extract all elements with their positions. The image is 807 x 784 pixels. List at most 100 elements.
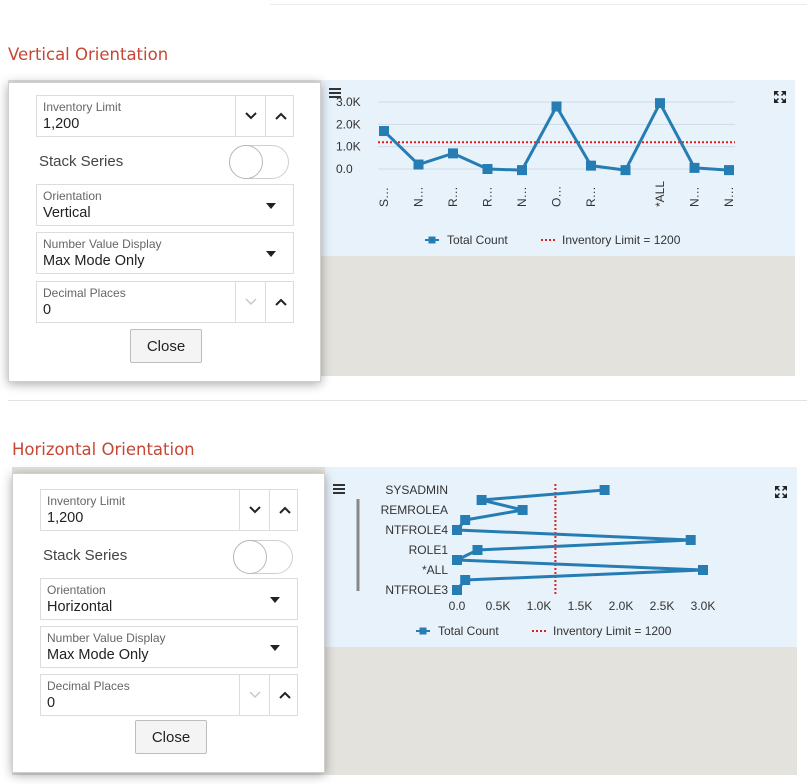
expand-icon[interactable]	[774, 91, 786, 103]
decimal-places-value[interactable]: 0	[43, 302, 52, 318]
data-point	[551, 101, 562, 112]
x-tick-label: 2.0K	[609, 599, 634, 613]
y-tick-label: 2.0K	[336, 117, 361, 131]
settings-popup-horizontal: Inventory Limit 1,200 Stack Series Orien…	[12, 473, 325, 773]
series-line	[382, 101, 730, 172]
data-point	[517, 505, 528, 515]
orientation-select[interactable]: Orientation Horizontal	[40, 578, 298, 620]
inventory-limit-field[interactable]: Inventory Limit 1,200	[40, 489, 298, 531]
y-tick-label: SYSADMIN	[385, 483, 448, 497]
chevron-up-icon	[274, 298, 287, 306]
increment-button[interactable]	[270, 490, 299, 530]
data-point	[482, 164, 493, 174]
number-value-display-value: Max Mode Only	[47, 647, 149, 663]
data-point	[452, 525, 462, 535]
data-point	[698, 565, 708, 575]
number-value-display-value: Max Mode Only	[43, 253, 145, 269]
data-point	[685, 535, 696, 545]
decimal-places-label: Decimal Places	[47, 679, 130, 693]
x-tick-label: R…	[446, 186, 460, 207]
section-title-vertical: Vertical Orientation	[8, 45, 169, 64]
orientation-value: Horizontal	[47, 599, 113, 615]
stack-series-label: Stack Series	[39, 153, 124, 170]
x-tick-label: 1.5K	[568, 599, 593, 613]
orientation-label: Orientation	[47, 583, 106, 597]
number-value-display-label: Number Value Display	[47, 631, 166, 645]
y-tick-label: REMROLEA	[381, 503, 448, 517]
menu-icon[interactable]	[333, 484, 345, 494]
inventory-limit-field[interactable]: Inventory Limit 1,200	[36, 95, 294, 137]
x-tick-label: R…	[481, 186, 495, 207]
horizontal-line-chart: SYSADMIN REMROLEA NTFROLE4 ROLE1 *ALL NTFROLE…	[356, 483, 715, 638]
inventory-limit-value[interactable]: 1,200	[47, 510, 84, 526]
data-point	[452, 585, 462, 595]
number-value-display-select[interactable]: Number Value Display Max Mode Only	[40, 626, 298, 668]
data-point	[655, 98, 665, 109]
decimal-places-label: Decimal Places	[43, 286, 126, 300]
chevron-down-icon	[244, 298, 257, 306]
stack-series-label: Stack Series	[43, 547, 128, 564]
decrement-button[interactable]	[240, 490, 269, 530]
x-tick-label: N…	[722, 186, 736, 207]
expand-icon[interactable]	[775, 486, 787, 498]
x-tick-label: N…	[688, 186, 702, 207]
number-value-display-select[interactable]: Number Value Display Max Mode Only	[36, 232, 294, 274]
data-point	[620, 165, 631, 176]
x-tick-label: 1.0K	[527, 599, 552, 613]
orientation-value: Vertical	[43, 205, 91, 221]
orientation-label: Orientation	[43, 189, 102, 203]
y-tick-label: ROLE1	[409, 543, 449, 557]
section-title-horizontal: Horizontal Orientation	[12, 440, 195, 459]
legend-limit-label: Inventory Limit = 1200	[553, 624, 672, 638]
decrement-button[interactable]	[240, 675, 269, 715]
increment-button[interactable]	[266, 282, 295, 322]
legend-limit-label: Inventory Limit = 1200	[562, 233, 681, 247]
close-button[interactable]: Close	[130, 329, 202, 363]
close-button[interactable]: Close	[135, 720, 207, 754]
chevron-down-icon	[248, 506, 261, 514]
data-point	[413, 159, 424, 170]
x-tick-label: 0.5K	[486, 599, 511, 613]
chevron-up-icon	[274, 112, 287, 120]
x-tick-label: N…	[515, 186, 529, 207]
menu-icon[interactable]	[329, 88, 341, 98]
legend-series-marker	[428, 236, 436, 244]
chart-panel-vertical: 0.0 1.0K 2.0K 3.0K S… N… R… R… N… O… R… *ALL N… N… Tot…	[321, 80, 795, 256]
data-point	[448, 148, 458, 159]
decrement-button[interactable]	[236, 282, 265, 322]
inventory-limit-label: Inventory Limit	[43, 100, 122, 114]
y-tick-label: *ALL	[422, 563, 448, 577]
increment-button[interactable]	[266, 96, 295, 136]
vertical-line-chart: 0.0 1.0K 2.0K 3.0K S… N… R… R… N… O… R… *ALL N… N… Tot…	[336, 95, 736, 247]
x-tick-label: S…	[377, 187, 391, 207]
caret-down-icon	[270, 645, 280, 651]
y-tick-label: 1.0K	[336, 140, 361, 154]
data-point	[724, 165, 734, 176]
chart-panel-horizontal: SYSADMIN REMROLEA NTFROLE4 ROLE1 *ALL NTFROLE…	[325, 467, 797, 647]
inventory-limit-value[interactable]: 1,200	[43, 116, 80, 132]
inventory-limit-label: Inventory Limit	[47, 494, 126, 508]
top-divider	[270, 4, 807, 5]
stack-series-toggle[interactable]	[229, 145, 289, 179]
data-point	[586, 160, 596, 171]
number-value-display-label: Number Value Display	[43, 237, 162, 251]
chevron-up-icon	[278, 691, 291, 699]
data-point	[452, 555, 462, 565]
x-tick-label: N…	[412, 186, 426, 207]
x-tick-label: 0.0	[449, 599, 466, 613]
decrement-button[interactable]	[236, 96, 265, 136]
increment-button[interactable]	[270, 675, 299, 715]
data-point	[460, 575, 471, 585]
decimal-places-field[interactable]: Decimal Places 0	[36, 281, 294, 323]
stack-series-toggle[interactable]	[233, 540, 293, 574]
orientation-select[interactable]: Orientation Vertical	[36, 184, 294, 226]
data-point	[460, 515, 471, 525]
y-tick-label: 0.0	[336, 162, 353, 176]
chevron-up-icon	[278, 506, 291, 514]
section-divider	[8, 400, 807, 401]
decimal-places-field[interactable]: Decimal Places 0	[40, 674, 298, 716]
x-tick-label: R…	[584, 186, 598, 207]
data-point	[689, 162, 700, 173]
decimal-places-value[interactable]: 0	[47, 695, 56, 711]
caret-down-icon	[270, 597, 280, 603]
